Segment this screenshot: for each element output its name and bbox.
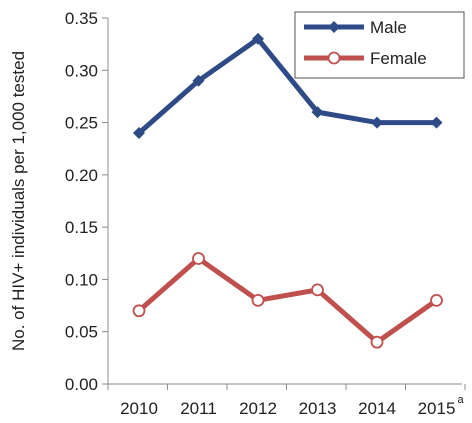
legend-swatch-marker bbox=[328, 21, 340, 33]
y-tick-label: 0.30 bbox=[65, 61, 98, 80]
y-tick-label: 0.20 bbox=[65, 166, 98, 185]
y-axis-title: No. of HIV+ individuals per 1,000 tested bbox=[9, 51, 28, 351]
x-tick-label: 2015 bbox=[418, 399, 456, 418]
x-ticks: 2010 2011 2012 2013 2014 2015 a bbox=[107, 384, 466, 418]
legend-label-female: Female bbox=[370, 49, 427, 68]
y-tick-label: 0.00 bbox=[65, 375, 98, 394]
series-line-male bbox=[137, 36, 437, 135]
data-point-female bbox=[370, 335, 384, 349]
x-tick-label: 2011 bbox=[180, 399, 217, 418]
data-point-male bbox=[133, 127, 145, 140]
x-tick-label: 2014 bbox=[358, 399, 396, 418]
legend-swatch-marker bbox=[327, 51, 341, 65]
y-tick-label: 0.15 bbox=[65, 218, 98, 237]
y-ticks: 0.00 0.05 0.10 0.15 0.20 0.25 0.30 0.35 bbox=[65, 9, 108, 394]
data-point-female bbox=[192, 252, 205, 265]
data-point-female bbox=[251, 293, 265, 307]
data-point-female bbox=[132, 304, 146, 318]
y-tick-label: 0.35 bbox=[65, 9, 98, 28]
data-point-female bbox=[430, 293, 443, 307]
data-point-male bbox=[192, 74, 205, 87]
data-point-male bbox=[252, 32, 264, 45]
y-tick-label: 0.10 bbox=[65, 270, 98, 289]
y-tick-label: 0.05 bbox=[65, 323, 98, 342]
data-point-male bbox=[430, 116, 443, 129]
data-point-male bbox=[371, 116, 383, 129]
series-layer bbox=[132, 32, 443, 349]
legend: Male Female bbox=[294, 11, 465, 79]
legend-label-male: Male bbox=[370, 18, 407, 37]
data-point-male bbox=[311, 106, 324, 119]
data-point-female bbox=[311, 283, 324, 297]
x-tick-footnote-mark: a bbox=[458, 394, 465, 406]
series-line-female bbox=[137, 256, 438, 345]
y-tick-label: 0.25 bbox=[65, 114, 98, 133]
x-tick-label: 2012 bbox=[239, 399, 277, 418]
legend-box bbox=[294, 11, 465, 79]
x-tick-label: 2013 bbox=[299, 399, 337, 418]
x-tick-label: 2010 bbox=[120, 399, 158, 418]
